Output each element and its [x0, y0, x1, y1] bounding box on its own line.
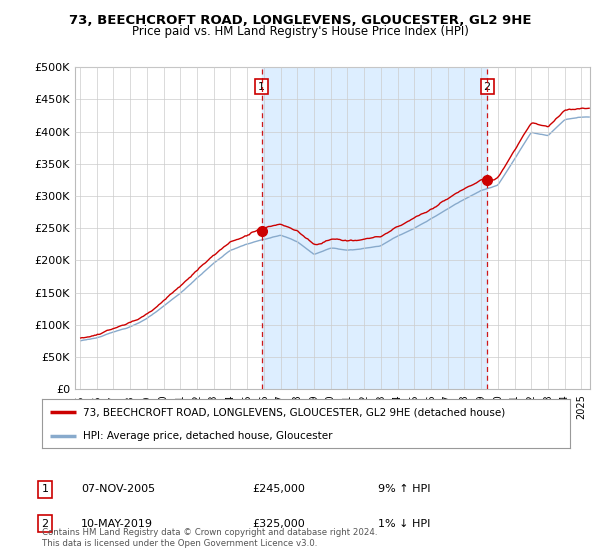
Text: 1: 1 — [41, 484, 49, 494]
Bar — [262, 67, 487, 389]
Text: 07-NOV-2005: 07-NOV-2005 — [81, 484, 155, 494]
Text: 73, BEECHCROFT ROAD, LONGLEVENS, GLOUCESTER, GL2 9HE: 73, BEECHCROFT ROAD, LONGLEVENS, GLOUCES… — [69, 14, 531, 27]
Text: 73, BEECHCROFT ROAD, LONGLEVENS, GLOUCESTER, GL2 9HE (detached house): 73, BEECHCROFT ROAD, LONGLEVENS, GLOUCES… — [83, 407, 505, 417]
Text: 2: 2 — [484, 82, 491, 91]
Text: 1: 1 — [258, 82, 265, 91]
Text: 10-MAY-2019: 10-MAY-2019 — [81, 519, 153, 529]
Text: 2: 2 — [41, 519, 49, 529]
Text: £245,000: £245,000 — [252, 484, 305, 494]
Text: HPI: Average price, detached house, Gloucester: HPI: Average price, detached house, Glou… — [83, 431, 332, 441]
Text: 9% ↑ HPI: 9% ↑ HPI — [378, 484, 431, 494]
Text: £325,000: £325,000 — [252, 519, 305, 529]
Text: Price paid vs. HM Land Registry's House Price Index (HPI): Price paid vs. HM Land Registry's House … — [131, 25, 469, 38]
Text: Contains HM Land Registry data © Crown copyright and database right 2024.
This d: Contains HM Land Registry data © Crown c… — [42, 528, 377, 548]
Text: 1% ↓ HPI: 1% ↓ HPI — [378, 519, 430, 529]
